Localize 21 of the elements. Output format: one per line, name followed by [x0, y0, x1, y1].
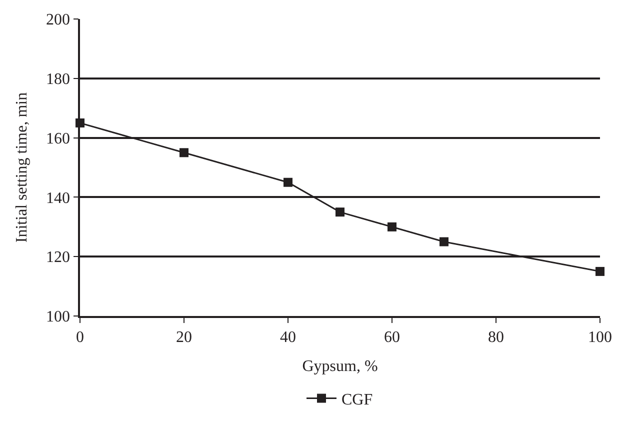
- y-tick-label: 100: [46, 308, 70, 326]
- y-axis-title: Initial setting time, min: [13, 92, 30, 243]
- x-tick-label: 100: [588, 328, 612, 346]
- x-tick-label: 60: [384, 328, 400, 346]
- point: [596, 266, 604, 276]
- point: [180, 148, 188, 158]
- y-tick-label: 180: [46, 71, 70, 88]
- point: [336, 208, 344, 217]
- y-tick-label: 120: [46, 249, 70, 266]
- x-tick-label: 0: [76, 328, 84, 346]
- point: [388, 222, 396, 232]
- legend-label: CGF: [342, 391, 373, 408]
- x-tick-label: 80: [488, 328, 504, 346]
- y-tick-label: 200: [46, 12, 70, 29]
- y-tick-label: 160: [46, 130, 70, 148]
- x-tick-label: 20: [176, 328, 192, 346]
- y-tick-label: 140: [46, 190, 70, 207]
- point: [440, 237, 448, 246]
- x-axis-title: Gypsum, %: [302, 358, 378, 376]
- point: [284, 178, 292, 187]
- x-tick-label: 40: [280, 328, 296, 346]
